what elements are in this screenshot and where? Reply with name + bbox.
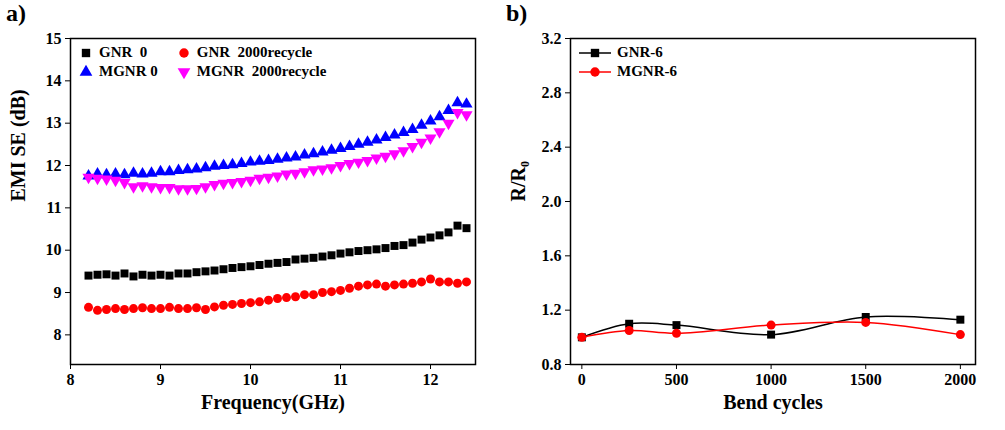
svg-text:R/R₀: R/R₀ <box>507 161 529 201</box>
svg-text:12: 12 <box>46 157 62 174</box>
html-text:GNR-6: GNR-6 <box>617 44 663 60</box>
svg-text:EMI SE (dB): EMI SE (dB) <box>7 89 30 201</box>
svg-text:1.2: 1.2 <box>542 301 562 318</box>
svg-text:2.0: 2.0 <box>542 193 562 210</box>
svg-text:14: 14 <box>46 72 62 89</box>
svg-text:1000: 1000 <box>755 371 787 388</box>
html-text:MGNR-6: MGNR-6 <box>617 63 677 79</box>
svg-text:Frequency(GHz): Frequency(GHz) <box>201 391 345 414</box>
svg-text:1.6: 1.6 <box>542 247 562 264</box>
svg-text:9: 9 <box>157 371 165 388</box>
svg-text:10: 10 <box>46 241 62 258</box>
svg-text:15: 15 <box>46 30 62 47</box>
svg-text:0: 0 <box>578 371 586 388</box>
html-text:a): a) <box>6 0 26 26</box>
svg-text:500: 500 <box>664 371 688 388</box>
svg-text:2.4: 2.4 <box>542 138 562 155</box>
svg-text:10: 10 <box>243 371 259 388</box>
svg-text:1500: 1500 <box>850 371 882 388</box>
svg-text:9: 9 <box>54 284 62 301</box>
html-text:GNR 0: GNR 0 <box>99 44 148 60</box>
html-text:GNR 2000recycle: GNR 2000recycle <box>196 44 313 60</box>
svg-text:Bend cycles: Bend cycles <box>723 391 823 414</box>
html-text:b): b) <box>506 0 528 26</box>
html-text:MGNR 0: MGNR 0 <box>99 63 158 79</box>
svg-text:11: 11 <box>46 199 61 216</box>
svg-text:2.8: 2.8 <box>542 84 562 101</box>
svg-text:11: 11 <box>333 371 348 388</box>
svg-text:8: 8 <box>67 371 75 388</box>
svg-text:3.2: 3.2 <box>542 30 562 47</box>
svg-text:12: 12 <box>423 371 439 388</box>
svg-text:0.8: 0.8 <box>542 356 562 373</box>
svg-text:8: 8 <box>54 326 62 343</box>
svg-text:2000: 2000 <box>944 371 976 388</box>
svg-text:13: 13 <box>46 114 62 131</box>
html-text:MGNR 2000recycle: MGNR 2000recycle <box>196 63 327 79</box>
